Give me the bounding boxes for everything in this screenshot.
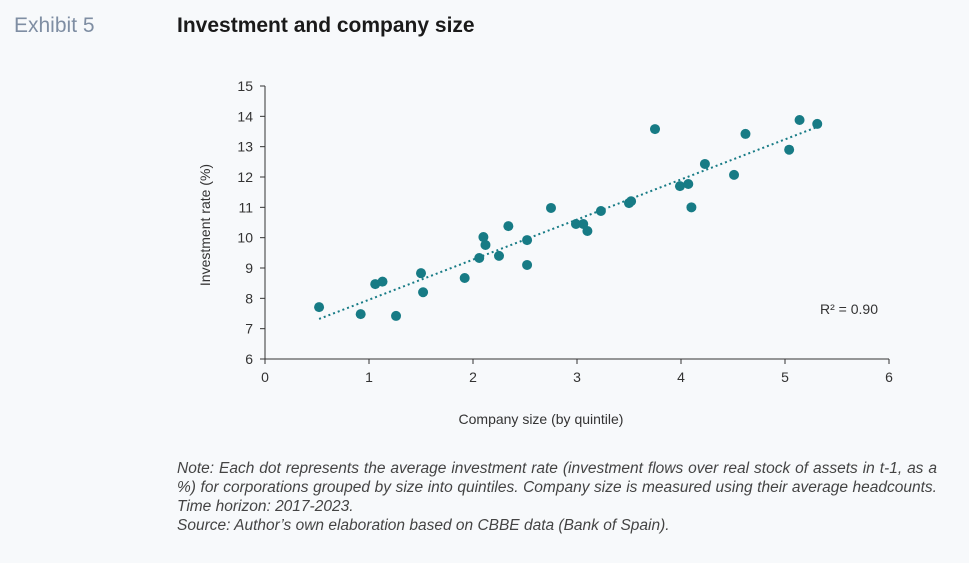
x-tick-label: 3 xyxy=(573,369,581,385)
data-point xyxy=(494,250,504,261)
exhibit-label: Exhibit 5 xyxy=(14,14,95,37)
data-point xyxy=(794,114,805,125)
data-point xyxy=(546,202,556,213)
data-point xyxy=(377,276,388,287)
data-point xyxy=(595,205,606,216)
r-squared-annotation: R² = 0.90 xyxy=(820,301,878,317)
data-point xyxy=(626,196,637,207)
y-tick-label: 8 xyxy=(245,290,253,306)
data-point xyxy=(478,232,489,243)
data-point xyxy=(740,128,751,139)
y-axis-label: Investment rate (%) xyxy=(197,164,213,286)
y-tick-label: 13 xyxy=(237,139,253,155)
chart-note: Note: Each dot represents the average in… xyxy=(177,459,937,535)
x-tick-label: 5 xyxy=(781,369,789,385)
y-tick-label: 6 xyxy=(245,351,253,367)
data-point xyxy=(355,309,366,320)
data-point xyxy=(582,225,593,236)
data-point xyxy=(418,287,429,298)
data-point xyxy=(391,310,402,321)
data-point xyxy=(314,302,325,313)
data-point xyxy=(784,144,795,155)
note-text: Note: Each dot represents the average in… xyxy=(177,460,937,515)
x-tick-label: 6 xyxy=(885,369,893,385)
x-tick-label: 4 xyxy=(677,369,685,385)
data-point xyxy=(686,202,697,213)
y-tick-label: 7 xyxy=(245,321,253,337)
chart-title: Investment and company size xyxy=(177,14,475,37)
y-tick-label: 14 xyxy=(237,108,253,124)
data-point xyxy=(674,181,685,192)
trendline xyxy=(318,126,818,320)
data-point xyxy=(480,239,491,250)
data-point xyxy=(474,252,485,263)
data-point xyxy=(683,178,694,189)
y-tick-label: 11 xyxy=(238,199,253,215)
data-point xyxy=(570,219,581,230)
x-axis-label: Company size (by quintile) xyxy=(459,411,624,427)
data-point xyxy=(459,273,470,284)
source-text: Source: Author’s own elaboration based o… xyxy=(177,517,670,534)
data-point xyxy=(729,169,740,180)
data-point xyxy=(522,259,533,270)
y-tick-label: 10 xyxy=(237,230,253,246)
data-point xyxy=(699,158,710,169)
y-tick-label: 15 xyxy=(237,78,253,94)
data-point xyxy=(503,221,514,232)
data-point xyxy=(650,124,660,135)
x-tick-label: 2 xyxy=(469,369,477,385)
data-point xyxy=(522,235,533,246)
y-tick-label: 9 xyxy=(245,260,253,276)
x-tick-label: 1 xyxy=(365,369,373,385)
data-point xyxy=(812,118,823,129)
y-tick-label: 12 xyxy=(237,169,253,185)
data-point xyxy=(416,268,426,279)
x-tick-label: 0 xyxy=(261,369,269,385)
